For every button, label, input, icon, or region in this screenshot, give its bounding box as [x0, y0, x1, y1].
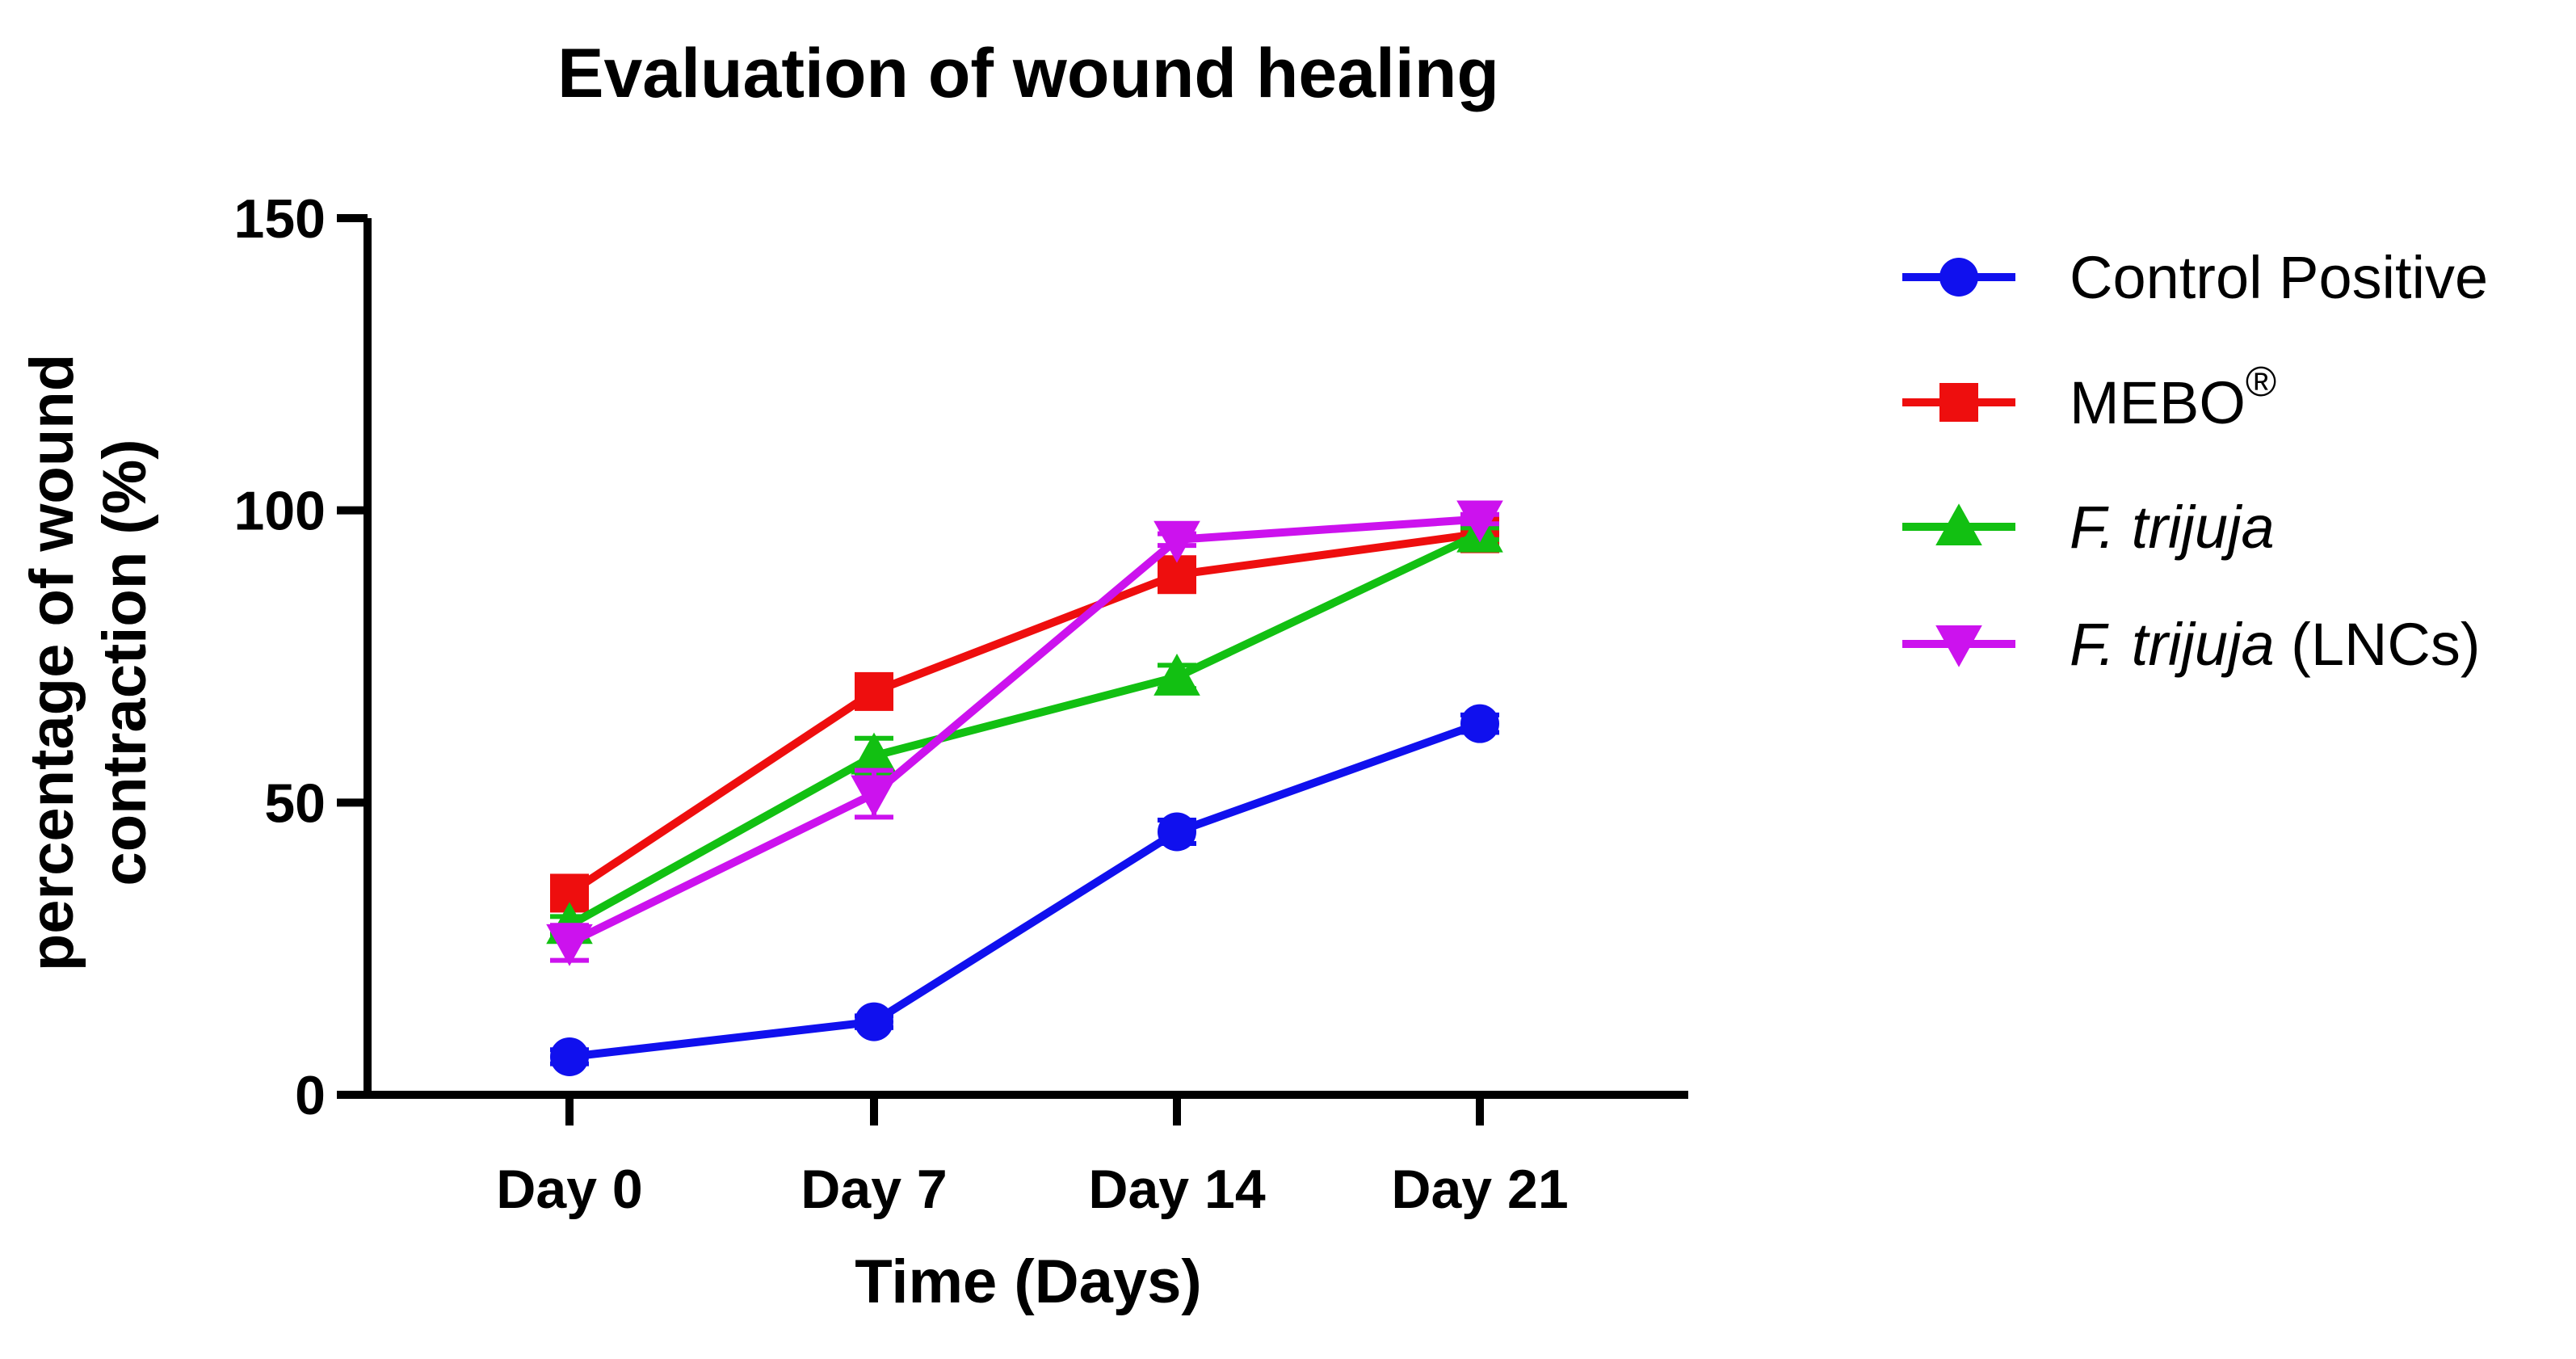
series-line — [569, 719, 1481, 1061]
series-2 — [546, 510, 1503, 945]
y-axis-title: percentage of wound contraction (%) — [18, 354, 159, 971]
legend-item: Control Positive — [1902, 244, 2488, 311]
x-tick-label: Day 14 — [1088, 1159, 1265, 1220]
legend-marker — [1939, 258, 1978, 297]
series-line — [567, 530, 1482, 929]
legend-label: F. trijuja — [2070, 494, 2275, 561]
x-axis-title: Time (Days) — [855, 1248, 1201, 1316]
data-point — [546, 924, 593, 966]
data-point — [855, 1002, 893, 1041]
series-layer — [546, 500, 1503, 1076]
x-tick-label: Day 7 — [801, 1159, 947, 1220]
data-point — [1154, 654, 1200, 696]
x-tick-label: Day 0 — [496, 1159, 642, 1220]
series-line — [567, 515, 1481, 947]
legend-marker — [1935, 503, 1982, 546]
data-point — [1460, 704, 1499, 743]
legend-label: F. trijuja (LNCs) — [2070, 611, 2481, 678]
series-line — [567, 529, 1481, 897]
y-tick-label: 100 — [234, 481, 326, 542]
data-point — [1456, 500, 1503, 543]
legend-item: F. trijuja (LNCs) — [1902, 611, 2481, 678]
legend-item: MEBO® — [1902, 359, 2276, 436]
y-tick-label: 150 — [234, 188, 326, 250]
data-point — [1154, 520, 1200, 563]
series-3 — [546, 500, 1503, 966]
y-tick-label: 0 — [295, 1065, 326, 1126]
x-tick-label: Day 21 — [1391, 1159, 1568, 1220]
y-axis-title-line-2: contraction (%) — [90, 439, 159, 886]
legend-label: MEBO® — [2070, 359, 2276, 436]
legend-item: F. trijuja — [1902, 494, 2275, 561]
legend-marker — [1935, 625, 1982, 667]
data-point — [851, 775, 897, 818]
series-0 — [550, 704, 1499, 1076]
legend: Control Positive MEBO® F. trijuja F. trijuj… — [1902, 244, 2488, 678]
y-axis-title-line-1: percentage of wound — [18, 354, 86, 971]
y-tick-label: 50 — [264, 772, 326, 834]
axes: 0 50 100 150 Day 0 Day 7 Day 14 Day 21 — [234, 188, 1688, 1220]
data-point — [1158, 812, 1196, 852]
data-point — [855, 671, 893, 711]
chart-title: Evaluation of wound healing — [557, 35, 1499, 112]
legend-marker — [1939, 383, 1978, 422]
data-point — [550, 1037, 589, 1076]
data-point — [851, 732, 897, 775]
legend-label: Control Positive — [2070, 244, 2488, 311]
